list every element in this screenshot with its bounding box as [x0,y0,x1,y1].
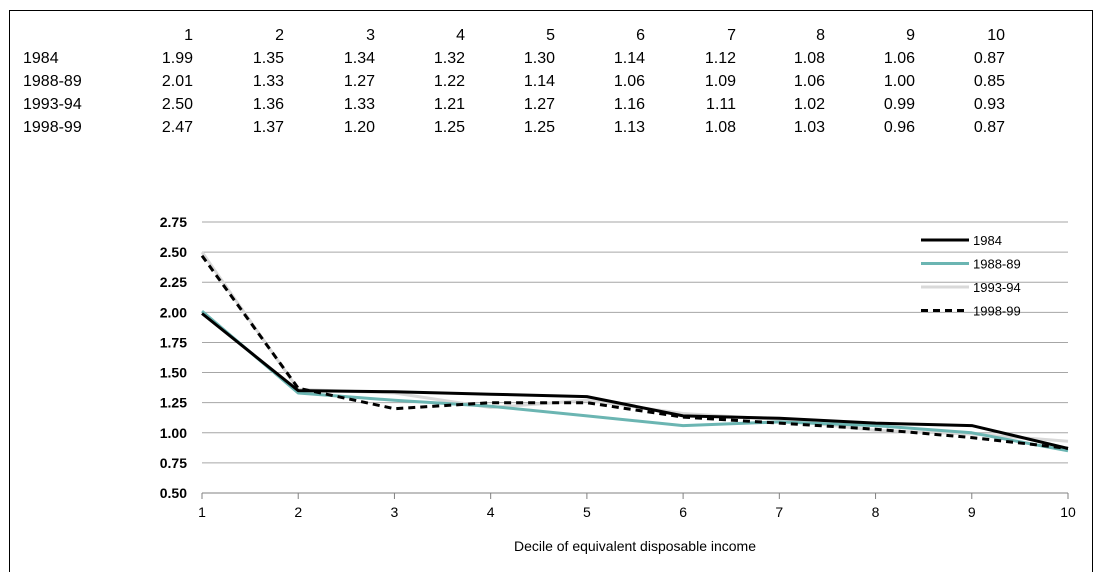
x-tick-label: 3 [391,504,399,520]
table-cell: 1.08 [794,50,825,67]
x-tick-label: 9 [968,504,976,520]
table-cell: 1.02 [794,96,825,113]
table-cell: 2.50 [162,96,193,113]
table-cell: 1.36 [253,96,284,113]
legend-label: 1984 [973,233,1002,248]
y-tick-label: 1.75 [160,334,187,350]
table-cell: 1.32 [434,50,465,67]
table-cell: 1.30 [524,50,555,67]
table-cell: 1.25 [524,119,555,136]
table-row-label: 1993-94 [23,96,82,113]
table-cell: 2.01 [162,73,193,90]
table-header-cell: 1 [184,27,193,44]
table-cell: 1.34 [344,50,375,67]
x-tick-label: 7 [775,504,783,520]
table-cell: 0.87 [974,119,1005,136]
y-tick-label: 2.00 [160,304,187,320]
table-header-cell: 3 [366,27,375,44]
table-cell: 1.16 [614,96,645,113]
table-cell: 1.22 [434,73,465,90]
y-tick-label: 2.25 [160,274,187,290]
table-cell: 0.87 [974,50,1005,67]
table-cell: 1.06 [884,50,915,67]
table-cell: 1.25 [434,119,465,136]
series-line-1984 [201,312,1069,450]
series-lines [200,251,1069,453]
table-cell: 1.33 [253,73,284,90]
table-header-cell: 2 [275,27,284,44]
table-cell: 1.27 [344,73,375,90]
table-cell: 1.14 [614,50,645,67]
y-tick-label: 0.50 [160,485,187,501]
x-tick-label: 4 [487,504,495,520]
table-cell: 1.06 [614,73,645,90]
table-header-cell: 10 [987,27,1005,44]
y-tick-label: 1.00 [160,425,187,441]
legend-label: 1988-89 [973,257,1021,272]
table-header-cell: 7 [727,27,736,44]
table-header-cell: 8 [816,27,825,44]
table-cell: 1.03 [794,119,825,136]
table-header-cell: 5 [546,27,555,44]
table-cell: 1.27 [524,96,555,113]
table-cell: 1.35 [253,50,284,67]
x-tick-label: 8 [872,504,880,520]
axes: 0.50 0.75 1.00 1.25 1.50 1.75 2.00 2.25 2.50 2.75… [160,214,1076,554]
table-header-cell: 6 [636,27,645,44]
table-header-cell: 9 [906,27,915,44]
y-tick-label: 0.75 [160,455,187,471]
x-tick-label: 5 [583,504,591,520]
y-tick-label: 2.75 [160,214,187,230]
legend-label: 1998-99 [973,304,1021,319]
x-tick-label: 1 [198,504,206,520]
series-line-1993-94 [200,251,1069,443]
chart-frame [9,10,1093,572]
table-row-label: 1988-89 [23,73,82,90]
table-cell: 0.99 [884,96,915,113]
series-line-1998-99 [200,254,1069,450]
table-cell: 0.93 [974,96,1005,113]
y-tick-label: 1.50 [160,365,187,381]
y-tick-label: 2.50 [160,244,187,260]
table-cell: 2.47 [162,119,193,136]
table-cell: 1.13 [614,119,645,136]
table-cell: 1.06 [794,73,825,90]
table-cell: 1.33 [344,96,375,113]
legend: 1984 1988-89 1993-94 1998-99 [921,233,1021,319]
table-cell: 1.11 [706,96,736,113]
table-cell: 1.09 [705,73,736,90]
gridlines [202,221,1068,464]
table-cell: 1.37 [253,119,284,136]
table-cell: 0.85 [974,73,1005,90]
x-tick-label: 6 [679,504,687,520]
data-table: 1 2 3 4 5 6 7 8 9 10 1984 1.99 1.35 1.34 1.32 1.30 1.14 1… [23,27,1005,136]
table-row-label: 1998-99 [23,119,82,136]
table-row-label: 1984 [23,50,59,67]
table-header-cell: 4 [456,27,465,44]
table-cell: 1.08 [705,119,736,136]
series-line-1988-89 [201,309,1069,453]
x-tick-label: 10 [1060,504,1076,520]
x-axis-title: Decile of equivalent disposable income [514,538,756,554]
y-tick-label: 1.25 [160,395,187,411]
table-cell: 0.96 [884,119,915,136]
table-cell: 1.21 [434,96,465,113]
table-cell: 1.00 [884,73,915,90]
table-cell: 1.14 [524,73,555,90]
legend-label: 1993-94 [973,280,1021,295]
table-cell: 1.99 [162,50,193,67]
x-tick-label: 2 [294,504,302,520]
table-cell: 1.12 [705,50,736,67]
table-cell: 1.20 [344,119,375,136]
